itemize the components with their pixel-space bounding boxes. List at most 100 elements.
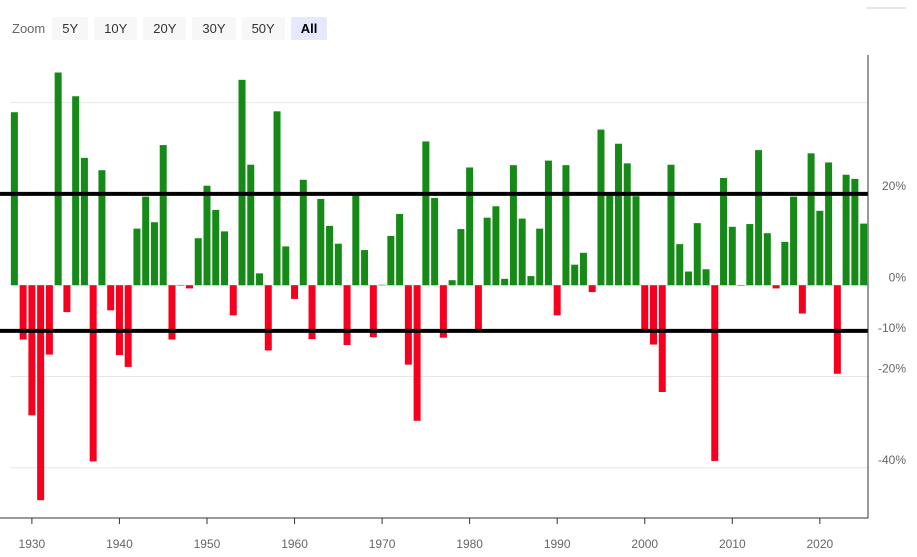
bar [492, 206, 500, 286]
bar [720, 177, 728, 286]
bar [256, 273, 264, 286]
bar [299, 179, 307, 286]
bar [588, 285, 596, 293]
bar [168, 285, 176, 340]
bar [667, 164, 675, 286]
plot-line-label: -10% [878, 321, 906, 335]
zoom-button[interactable]: 50Y [241, 17, 285, 40]
zoom-button[interactable]: 5Y [52, 17, 89, 40]
bar [798, 285, 806, 314]
y-tick-label: -40% [878, 453, 906, 467]
zoom-button[interactable]: 10Y [94, 17, 138, 40]
bar [702, 269, 710, 286]
bar [282, 246, 290, 286]
bar [606, 192, 614, 286]
bar [273, 111, 281, 286]
bar [133, 228, 141, 286]
bar [387, 235, 395, 286]
bar [632, 196, 640, 286]
bar [711, 285, 719, 461]
bar [238, 79, 246, 286]
bar [185, 285, 193, 289]
bar [457, 229, 465, 286]
bar [571, 264, 579, 286]
zoom-button[interactable]: 20Y [143, 17, 187, 40]
zoom-button[interactable]: All [290, 17, 328, 40]
bar [448, 280, 456, 286]
bar [781, 241, 789, 286]
bar [816, 210, 824, 286]
bar [396, 214, 404, 286]
bar [72, 96, 80, 286]
bar [614, 143, 622, 286]
bar [352, 193, 360, 286]
bar [527, 276, 535, 286]
x-tick-label: 1990 [544, 537, 571, 551]
bar [544, 160, 552, 286]
bar [291, 285, 299, 299]
bar [369, 285, 377, 338]
bar [825, 162, 833, 286]
bar [807, 153, 815, 286]
x-tick-label: 2020 [806, 537, 833, 551]
bar [63, 285, 71, 313]
bar [194, 238, 202, 286]
bar [772, 285, 780, 289]
bar [361, 250, 369, 286]
bar [439, 285, 447, 338]
bar [107, 285, 115, 311]
bar [89, 285, 97, 462]
bar [10, 112, 18, 286]
bar [579, 252, 587, 286]
bar [343, 285, 351, 346]
bar [676, 244, 684, 286]
bar [142, 196, 150, 286]
zoom-button[interactable]: 30Y [192, 17, 236, 40]
bar [413, 285, 421, 421]
bar [37, 285, 45, 501]
bar [693, 223, 701, 286]
y-tick-label: -20% [878, 362, 906, 376]
bar [562, 165, 570, 286]
bar [737, 285, 745, 286]
bar [212, 209, 220, 286]
bar [221, 231, 228, 286]
bar [45, 285, 53, 355]
bar [422, 141, 430, 286]
y-tick-label: 20% [882, 179, 906, 193]
bar [501, 278, 509, 286]
x-tick-label: 1970 [369, 537, 396, 551]
bar [54, 72, 62, 286]
y-tick-label: 0% [889, 270, 907, 284]
bar [842, 174, 850, 286]
bar [98, 170, 106, 286]
bar [159, 145, 167, 286]
bar [728, 226, 736, 286]
bar [553, 285, 561, 316]
bar [247, 164, 255, 286]
x-tick-label: 1980 [456, 537, 483, 551]
bar [474, 285, 482, 330]
bar [763, 233, 771, 286]
bar [334, 243, 342, 286]
bar [790, 196, 798, 286]
bar [860, 223, 868, 286]
bar [518, 218, 526, 286]
bar [755, 150, 763, 286]
bar [115, 285, 123, 356]
bar [19, 285, 27, 340]
bar [431, 198, 439, 286]
bar [483, 217, 491, 286]
bar [851, 178, 859, 286]
x-tick-label: 1930 [19, 537, 46, 551]
bar [124, 285, 132, 367]
bar [326, 225, 334, 286]
bar [177, 285, 185, 286]
bar [641, 285, 649, 332]
x-tick-label: 2010 [719, 537, 746, 551]
x-tick-label: 1940 [106, 537, 133, 551]
bar [378, 284, 386, 286]
bar [150, 222, 158, 286]
